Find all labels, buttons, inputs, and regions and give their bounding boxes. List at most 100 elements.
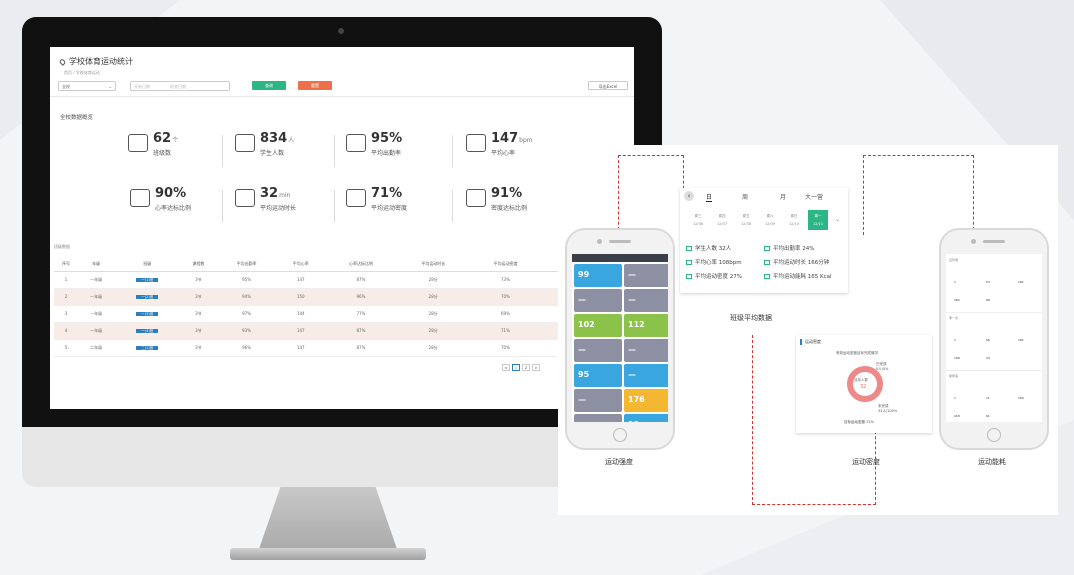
density-donut-chart <box>847 366 883 402</box>
student-tile[interactable]: — <box>624 289 668 312</box>
tile-value: 95 <box>578 370 590 379</box>
day-option[interactable]: 周三 12/06 <box>688 210 708 230</box>
student-tile[interactable]: — <box>624 339 668 362</box>
chevron-down-icon[interactable]: ⌄ <box>835 216 841 223</box>
stat-icon <box>686 274 692 279</box>
energy-value: 184 <box>1018 396 1024 400</box>
class-tag[interactable]: 一(2)班 <box>136 294 159 299</box>
day-date: 12/06 <box>692 222 704 226</box>
stat-number: 90% <box>155 186 187 201</box>
table-cell: 70% <box>469 288 542 306</box>
avg-stat-item: 平均运动密度 27% <box>686 272 742 280</box>
avg-stat-item: 平均运动时长 166分钟 <box>764 258 829 266</box>
table-header-row: 序号年级班级课程数平均出勤率平均心率心率达标比例平均运动时长平均运动密度密度达标… <box>54 257 634 272</box>
student-tile[interactable]: — <box>574 289 622 312</box>
class-tag[interactable]: 二(1)班 <box>136 345 159 350</box>
app-status-bar <box>572 254 668 262</box>
day-weekday: 周一 <box>814 214 822 218</box>
heart-compliance-icon <box>130 189 150 207</box>
period-tab[interactable]: 日 <box>706 194 713 202</box>
home-button[interactable] <box>613 428 627 442</box>
page-button[interactable]: 1 <box>512 364 520 371</box>
student-tile[interactable]: — <box>574 339 622 362</box>
day-date: 12/07 <box>716 222 728 226</box>
page-button[interactable]: < <box>502 364 510 371</box>
day-weekday: 周三 <box>694 214 702 218</box>
class-tag[interactable]: 一(4)班 <box>136 328 159 333</box>
export-excel-button[interactable]: 导出Excel <box>588 81 628 90</box>
student-tile[interactable]: 99 <box>574 264 622 287</box>
day-option[interactable]: 周四 12/07 <box>712 210 732 230</box>
back-chevron-icon[interactable]: ‹ <box>684 191 694 201</box>
period-tab[interactable]: 周 <box>742 194 749 201</box>
energy-sub-value: 418 <box>954 414 960 418</box>
stat-label: 平均运动密度 <box>371 205 408 212</box>
student-tile[interactable]: — <box>624 264 668 287</box>
student-tile[interactable]: 112 <box>624 314 668 337</box>
table-cell: 70% <box>469 339 542 357</box>
table-cell: 一(2)班 <box>114 288 181 306</box>
day-option[interactable]: 周一 12/11 <box>808 210 828 230</box>
day-option[interactable]: 周五 12/08 <box>736 210 756 230</box>
pie-icon <box>346 189 366 207</box>
table-cell: 2 <box>54 288 79 306</box>
student-tile[interactable]: 176 <box>624 389 668 412</box>
table-cell: 一(4)班 <box>114 322 181 340</box>
student-tile[interactable]: 99 <box>624 414 668 422</box>
table-cell: 73% <box>469 271 542 289</box>
done-label: 已完成 <box>876 362 887 366</box>
table-cell: 97% <box>216 305 277 323</box>
period-tab[interactable]: 大一营 <box>805 194 824 201</box>
student-tile[interactable]: — <box>624 364 668 387</box>
query-button[interactable]: 查询 <box>252 81 286 90</box>
table-cell: 一年级 <box>78 271 115 289</box>
dashboard-screen: 学校体育运动统计 首页 / 学校体育运动 全校 ⌄ 开始日期 结束日期 查询 重置 … <box>50 47 634 409</box>
filter-toolbar: 全校 ⌄ 开始日期 结束日期 查询 重置 导出Excel <box>58 81 628 93</box>
stat-divider <box>222 135 223 167</box>
stat-text: 71% 平均运动密度 <box>371 187 408 213</box>
reset-button[interactable]: 重置 <box>298 81 332 90</box>
day-option[interactable]: 周日 12/10 <box>784 210 804 230</box>
table-cell: 一(1)班 <box>114 271 181 289</box>
breadcrumb-home[interactable]: 首页 <box>64 70 72 75</box>
page-button[interactable]: 2 <box>522 364 530 371</box>
student-tile[interactable]: 95 <box>574 364 622 387</box>
day-option[interactable]: 周六 12/09 <box>760 210 780 230</box>
table-cell: 95% <box>216 271 277 289</box>
table-cell: 4 <box>54 322 79 340</box>
stat-number: 62 <box>153 131 172 146</box>
group-divider <box>946 312 1042 313</box>
energy-sub-value: 34 <box>986 356 990 360</box>
stat-label: 平均运动时长 <box>260 205 297 212</box>
student-tile[interactable]: — <box>574 389 622 412</box>
table-cell: 150 <box>276 288 325 306</box>
class-tag[interactable]: 一(3)班 <box>136 311 159 316</box>
class-tag[interactable]: 一(1)班 <box>136 277 159 282</box>
monitor-stand-base <box>230 548 426 560</box>
table-cell: 3节 <box>180 288 217 306</box>
heartrate-icon <box>466 134 486 152</box>
energy-value: 181 <box>1018 280 1024 284</box>
school-select[interactable]: 全校 ⌄ <box>58 81 116 91</box>
density-subtitle: 有效运动密度目标完成情况 <box>836 351 878 355</box>
energy-value: 53 <box>986 280 990 284</box>
mobile-showcase-panel: 99 — — — 102 112 — — 95 — — 176 — 99 运动强度 ‹ 日 周 月 大一营 周三… <box>558 145 1058 515</box>
period-tab[interactable]: 月 <box>780 194 787 201</box>
stat-item: 71% 平均运动密度 <box>346 187 407 212</box>
home-button[interactable] <box>987 428 1001 442</box>
stat-text: 32min 平均运动时长 <box>260 187 297 213</box>
page-button[interactable]: > <box>532 364 540 371</box>
energy-value: 71 <box>986 396 990 400</box>
avg-stat-item: 平均运动能耗 165 Kcal <box>764 272 832 280</box>
student-tile[interactable]: — <box>574 414 622 422</box>
energy-sub-value: 362 <box>954 298 960 302</box>
date-range-input[interactable]: 开始日期 结束日期 <box>130 81 230 91</box>
student-tile[interactable]: 102 <box>574 314 622 337</box>
stat-text: 834人 学生人数 <box>260 132 294 158</box>
stat-icon <box>764 246 770 251</box>
